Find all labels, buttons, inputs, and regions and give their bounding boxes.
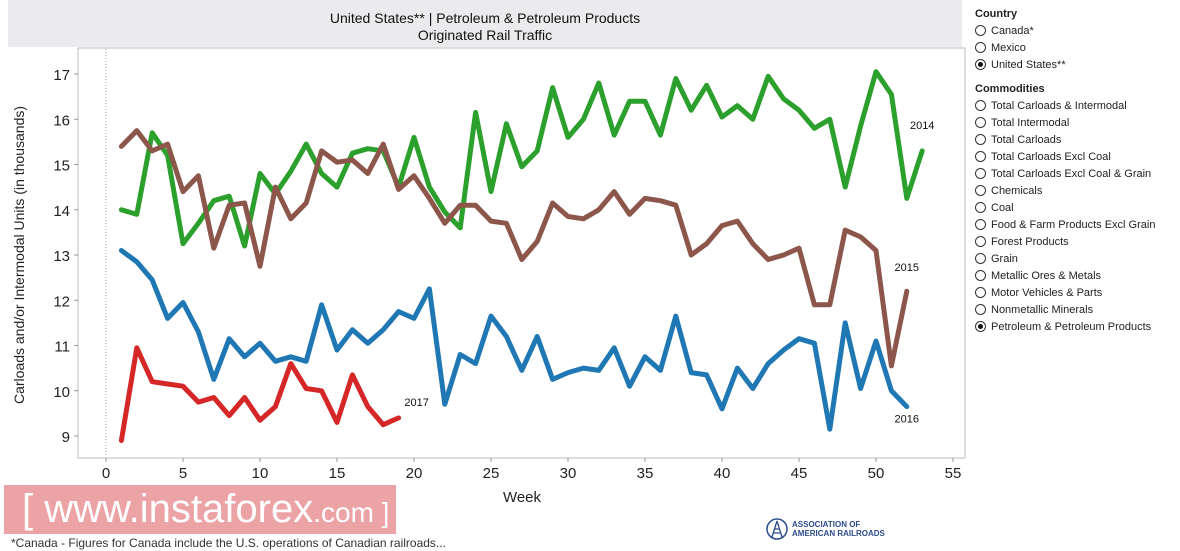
option-label: United States** bbox=[991, 58, 1066, 71]
y-tick-label: 12 bbox=[53, 293, 70, 310]
y-tick-label: 9 bbox=[62, 429, 70, 446]
chart-title-band: United States** | Petroleum & Petroleum … bbox=[8, 0, 962, 47]
radio-button[interactable] bbox=[975, 236, 986, 247]
footnote: *Canada - Figures for Canada include the… bbox=[11, 536, 446, 550]
radio-button[interactable] bbox=[975, 270, 986, 281]
radio-button[interactable] bbox=[975, 321, 986, 332]
option-label: Grain bbox=[991, 252, 1018, 265]
x-tick-label: 55 bbox=[945, 465, 962, 482]
radio-button[interactable] bbox=[975, 168, 986, 179]
filter-sidebar: Country Canada* Mexico United States** Com… bbox=[975, 8, 1175, 335]
option-label: Metallic Ores & Metals bbox=[991, 269, 1102, 282]
x-axis-label: Week bbox=[503, 489, 542, 506]
option-label: Total Carloads Excl Coal & Grain bbox=[991, 167, 1152, 180]
commodity-option[interactable]: Motor Vehicles & Parts bbox=[975, 284, 1175, 301]
x-tick-label: 30 bbox=[560, 465, 577, 482]
option-label: Total Carloads bbox=[991, 133, 1062, 146]
series-line-2017 bbox=[118, 345, 402, 443]
radio-button[interactable] bbox=[975, 202, 986, 213]
y-tick-label: 13 bbox=[53, 248, 70, 265]
country-option[interactable]: Mexico bbox=[975, 39, 1175, 56]
series-label-2015: 2015 bbox=[895, 262, 919, 274]
commodity-option[interactable]: Nonmetallic Minerals bbox=[975, 301, 1175, 318]
option-label: Total Carloads & Intermodal bbox=[991, 99, 1127, 112]
option-label: Motor Vehicles & Parts bbox=[991, 286, 1103, 299]
commodity-option[interactable]: Total Intermodal bbox=[975, 114, 1175, 131]
commodity-option[interactable]: Chemicals bbox=[975, 182, 1175, 199]
commodity-option[interactable]: Forest Products bbox=[975, 233, 1175, 250]
commodity-option[interactable]: Total Carloads & Intermodal bbox=[975, 97, 1175, 114]
option-label: Coal bbox=[991, 201, 1014, 214]
radio-button[interactable] bbox=[975, 185, 986, 196]
logo-text-2: AMERICAN RAILROADS bbox=[792, 529, 885, 538]
x-tick-label: 0 bbox=[102, 465, 110, 482]
commodities-filter-title: Commodities bbox=[975, 83, 1045, 95]
x-tick-label: 5 bbox=[179, 465, 187, 482]
aar-logo: ASSOCIATION OF AMERICAN RAILROADS bbox=[766, 518, 885, 540]
chart-subtitle: Originated Rail Traffic bbox=[417, 27, 553, 43]
watermark-com: .com ] bbox=[313, 497, 390, 528]
country-filter-title: Country bbox=[975, 8, 1018, 20]
radio-button[interactable] bbox=[975, 25, 986, 36]
commodity-option[interactable]: Coal bbox=[975, 199, 1175, 216]
option-label: Forest Products bbox=[991, 235, 1069, 248]
chart-title: United States** | Petroleum & Petroleum … bbox=[329, 10, 641, 26]
radio-button[interactable] bbox=[975, 304, 986, 315]
option-label: Total Intermodal bbox=[991, 116, 1070, 129]
radio-button[interactable] bbox=[975, 42, 986, 53]
x-tick-label: 15 bbox=[329, 465, 346, 482]
x-tick-label: 45 bbox=[791, 465, 808, 482]
commodity-option[interactable]: Total Carloads Excl Coal & Grain bbox=[975, 165, 1175, 182]
y-tick-label: 11 bbox=[54, 339, 70, 356]
series-label-2017: 2017 bbox=[404, 397, 428, 409]
watermark-text: [ www.instaforex bbox=[22, 487, 314, 531]
option-label: Nonmetallic Minerals bbox=[991, 303, 1094, 316]
commodity-option[interactable]: Total Carloads Excl Coal bbox=[975, 148, 1175, 165]
radio-button[interactable] bbox=[975, 151, 986, 162]
radio-button[interactable] bbox=[975, 117, 986, 128]
option-label: Canada* bbox=[991, 24, 1034, 37]
commodity-option[interactable]: Metallic Ores & Metals bbox=[975, 267, 1175, 284]
logo-text-1: ASSOCIATION OF bbox=[792, 520, 861, 529]
y-tick-label: 15 bbox=[53, 158, 70, 175]
radio-button[interactable] bbox=[975, 287, 986, 298]
watermark: [ www.instaforex.com ] bbox=[4, 485, 396, 534]
x-tick-label: 50 bbox=[868, 465, 885, 482]
radio-button[interactable] bbox=[975, 253, 986, 264]
radio-button[interactable] bbox=[975, 219, 986, 230]
series-line-2016 bbox=[118, 248, 910, 432]
x-tick-label: 35 bbox=[637, 465, 654, 482]
y-tick-label: 14 bbox=[53, 203, 70, 220]
radio-button[interactable] bbox=[975, 59, 986, 70]
commodity-option[interactable]: Total Carloads bbox=[975, 131, 1175, 148]
x-tick-label: 10 bbox=[252, 465, 269, 482]
radio-button[interactable] bbox=[975, 134, 986, 145]
country-option[interactable]: United States** bbox=[975, 56, 1175, 73]
series-label-2014: 2014 bbox=[910, 120, 934, 132]
series-line-2014 bbox=[118, 69, 925, 249]
series-line-2015 bbox=[118, 128, 910, 369]
option-label: Total Carloads Excl Coal bbox=[991, 150, 1111, 163]
series-label-2016: 2016 bbox=[895, 414, 919, 426]
option-label: Petroleum & Petroleum Products bbox=[991, 320, 1152, 333]
x-tick-label: 20 bbox=[406, 465, 423, 482]
option-label: Mexico bbox=[991, 41, 1026, 54]
railroad-logo-icon bbox=[766, 518, 788, 540]
x-tick-label: 25 bbox=[483, 465, 500, 482]
y-tick-label: 10 bbox=[53, 384, 70, 401]
commodity-option[interactable]: Grain bbox=[975, 250, 1175, 267]
y-tick-label: 16 bbox=[53, 112, 70, 129]
country-option[interactable]: Canada* bbox=[975, 22, 1175, 39]
option-label: Food & Farm Products Excl Grain bbox=[991, 218, 1156, 231]
y-tick-label: 17 bbox=[53, 67, 70, 84]
commodity-option[interactable]: Petroleum & Petroleum Products bbox=[975, 318, 1175, 335]
radio-button[interactable] bbox=[975, 100, 986, 111]
option-label: Chemicals bbox=[991, 184, 1043, 197]
commodity-option[interactable]: Food & Farm Products Excl Grain bbox=[975, 216, 1175, 233]
y-axis-label: Carloads and/or Intermodal Units (in tho… bbox=[11, 106, 27, 404]
x-tick-label: 40 bbox=[714, 465, 731, 482]
